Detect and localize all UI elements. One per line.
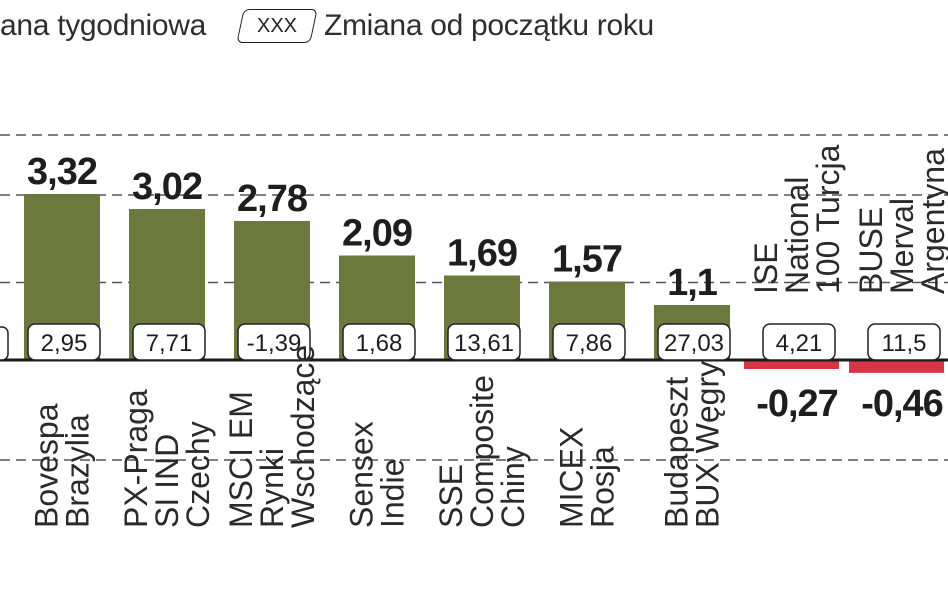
value-label: -0,27 [756, 383, 838, 425]
ytd-value-label: -1,39 [247, 330, 302, 357]
category-label-line: National [779, 177, 815, 294]
category-label-line: Composite [464, 375, 500, 528]
ytd-box [657, 323, 731, 361]
ytd-box [762, 323, 836, 361]
category-label-line: Merval [884, 198, 920, 294]
category-label-line: MICEX [554, 427, 590, 528]
legend: ana tygodniowa XXX Zmiana od początku ro… [0, 6, 654, 46]
category-label-line: SI IND [149, 434, 185, 528]
ytd-value-label: 2,95 [41, 330, 88, 357]
ytd-value-label: 7,86 [566, 330, 613, 357]
value-label: 1,1 [667, 262, 718, 304]
legend-ytd-label: Zmiana od początku roku [323, 9, 654, 42]
category-label-line: BUX Węgry [690, 361, 726, 528]
ytd-box [27, 323, 101, 361]
ytd-value-label: 7,71 [146, 330, 193, 357]
value-labels: 3,32 3,02 2,78 2,09 1,69 1,57 1,1 -0,27 -0,46 [27, 151, 944, 425]
category-label-line: Budapeszt [659, 377, 695, 528]
ytd-value-label: 1,68 [356, 330, 403, 357]
ytd-value-label: 4,21 [776, 330, 823, 357]
ytd-value-label: 11,5 [882, 330, 927, 357]
ytd-box [867, 323, 941, 361]
category-label-line: ISE [748, 242, 784, 294]
category-label-line: MSCI EM [223, 391, 259, 528]
category-label-line: Czechy [180, 421, 216, 528]
value-label: -0,46 [861, 383, 943, 425]
category-label-line: Rynki [254, 448, 290, 528]
value-label: 3,02 [132, 166, 202, 208]
value-label: 3,32 [27, 151, 97, 193]
category-label-line: Argentyna [915, 148, 948, 294]
value-label: 1,57 [552, 239, 622, 281]
value-label: 2,09 [342, 213, 412, 255]
bar [849, 360, 944, 373]
category-label-line: Bovespa [29, 403, 65, 528]
ytd-box [447, 323, 521, 361]
category-label-line: Wschodzące [285, 345, 321, 528]
ytd-value-label: 27,03 [664, 330, 724, 357]
category-label-line: 100 Turcja [810, 144, 846, 294]
category-label-line: BUSE [853, 207, 889, 294]
legend-weekly-label: ana tygodniowa [0, 9, 206, 42]
ytd-box [132, 323, 206, 361]
ytd-boxes: 2,95 7,71 -1,39 1,68 13,61 7,86 27,03 4,21 11,5 [0, 323, 941, 361]
category-label-line: Indie [375, 459, 411, 528]
category-label-line: Sensex [344, 421, 380, 528]
ytd-box [552, 323, 626, 361]
value-label: 1,69 [447, 233, 517, 275]
bar [744, 360, 839, 369]
grid-lines [0, 134, 948, 461]
category-label-line: SSE [433, 464, 469, 528]
value-label: 2,78 [237, 178, 307, 220]
category-label-line: PX-Praga [118, 389, 154, 528]
ytd-box [237, 323, 311, 361]
category-label-line: Chiny [495, 446, 531, 528]
category-label-line: Rosja [585, 446, 621, 528]
category-label-line: Brazylia [60, 414, 96, 528]
ytd-box-partial [0, 326, 9, 361]
ytd-box [342, 323, 416, 361]
ytd-value-label: 13,61 [454, 330, 514, 357]
